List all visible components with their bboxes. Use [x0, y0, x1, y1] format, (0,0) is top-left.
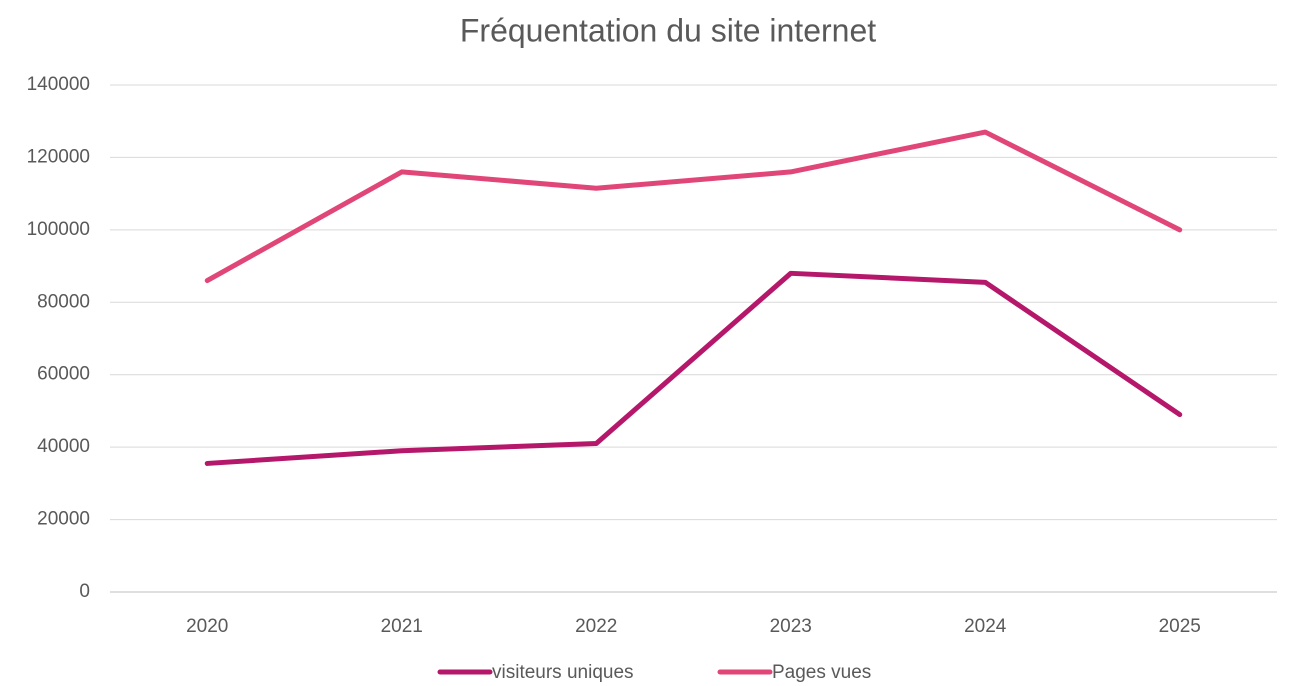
- x-tick-label: 2022: [575, 616, 617, 637]
- y-tick-label: 0: [79, 581, 90, 602]
- x-tick-label: 2023: [770, 616, 812, 637]
- series-line: [204, 270, 1183, 466]
- y-tick-label: 120000: [27, 146, 90, 167]
- y-tick-label: 40000: [37, 436, 90, 457]
- series-line: [204, 129, 1183, 284]
- y-tick-label: 80000: [37, 291, 90, 312]
- x-tick-label: 2025: [1159, 616, 1201, 637]
- x-tick-label: 2021: [381, 616, 423, 637]
- legend-label: visiteurs uniques: [492, 662, 634, 683]
- chart-title: Fréquentation du site internet: [460, 12, 876, 48]
- x-tick-label: 2024: [964, 616, 1007, 637]
- y-tick-label: 140000: [27, 74, 90, 95]
- y-tick-label: 60000: [37, 364, 90, 385]
- y-tick-label: 20000: [37, 509, 90, 530]
- x-tick-label: 2020: [186, 616, 228, 637]
- legend-label: Pages vues: [772, 662, 871, 683]
- y-tick-label: 100000: [27, 219, 90, 240]
